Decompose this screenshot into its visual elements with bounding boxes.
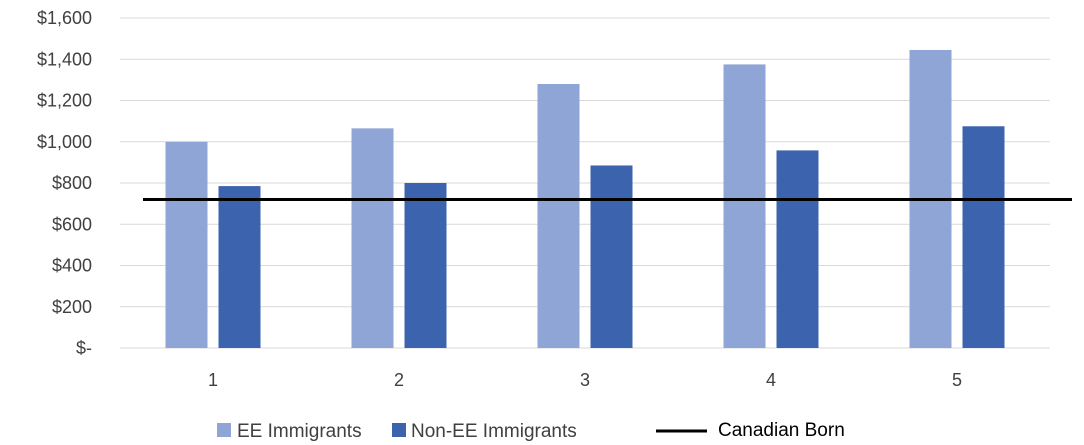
- bar-series1-cat0: [218, 186, 261, 348]
- y-tick-label: $800: [52, 173, 92, 193]
- bar-series0-cat2: [537, 84, 580, 348]
- y-tick-label: $200: [52, 297, 92, 317]
- legend-label-non-ee: Non-EE Immigrants: [411, 421, 577, 442]
- bar-series1-cat2: [590, 165, 633, 348]
- bar-series1-cat3: [776, 150, 819, 348]
- x-tick-label: 5: [952, 370, 962, 390]
- legend-swatch-ee: [217, 423, 231, 437]
- legend: EE Immigrants Non-EE Immigrants Canadian…: [217, 420, 845, 442]
- x-tick-label: 2: [394, 370, 404, 390]
- bar-series1-cat4: [962, 126, 1005, 348]
- legend-label-ee: EE Immigrants: [237, 421, 362, 442]
- bar-series0-cat0: [165, 141, 208, 348]
- legend-label-canadian-born: Canadian Born: [718, 420, 845, 441]
- y-tick-label: $-: [76, 338, 92, 358]
- x-tick-label: 4: [766, 370, 776, 390]
- y-tick-label: $400: [52, 256, 92, 276]
- bar-series: [165, 49, 1005, 348]
- x-tick-label: 1: [208, 370, 218, 390]
- y-tick-label: $1,400: [37, 49, 92, 69]
- y-tick-label: $1,600: [37, 8, 92, 28]
- bar-series0-cat3: [723, 64, 766, 348]
- y-axis: $- $200 $400 $600 $800 $1,000 $1,200 $1,400 $1,6…: [37, 8, 92, 358]
- bar-series1-cat1: [404, 183, 447, 348]
- gridlines: [120, 17, 1050, 349]
- y-tick-label: $1,200: [37, 91, 92, 111]
- x-tick-label: 3: [580, 370, 590, 390]
- y-tick-label: $1,000: [37, 132, 92, 152]
- bar-series0-cat1: [351, 128, 394, 348]
- x-axis: 1 2 3 4 5: [208, 370, 962, 390]
- legend-swatch-non-ee: [392, 423, 406, 437]
- y-tick-label: $600: [52, 214, 92, 234]
